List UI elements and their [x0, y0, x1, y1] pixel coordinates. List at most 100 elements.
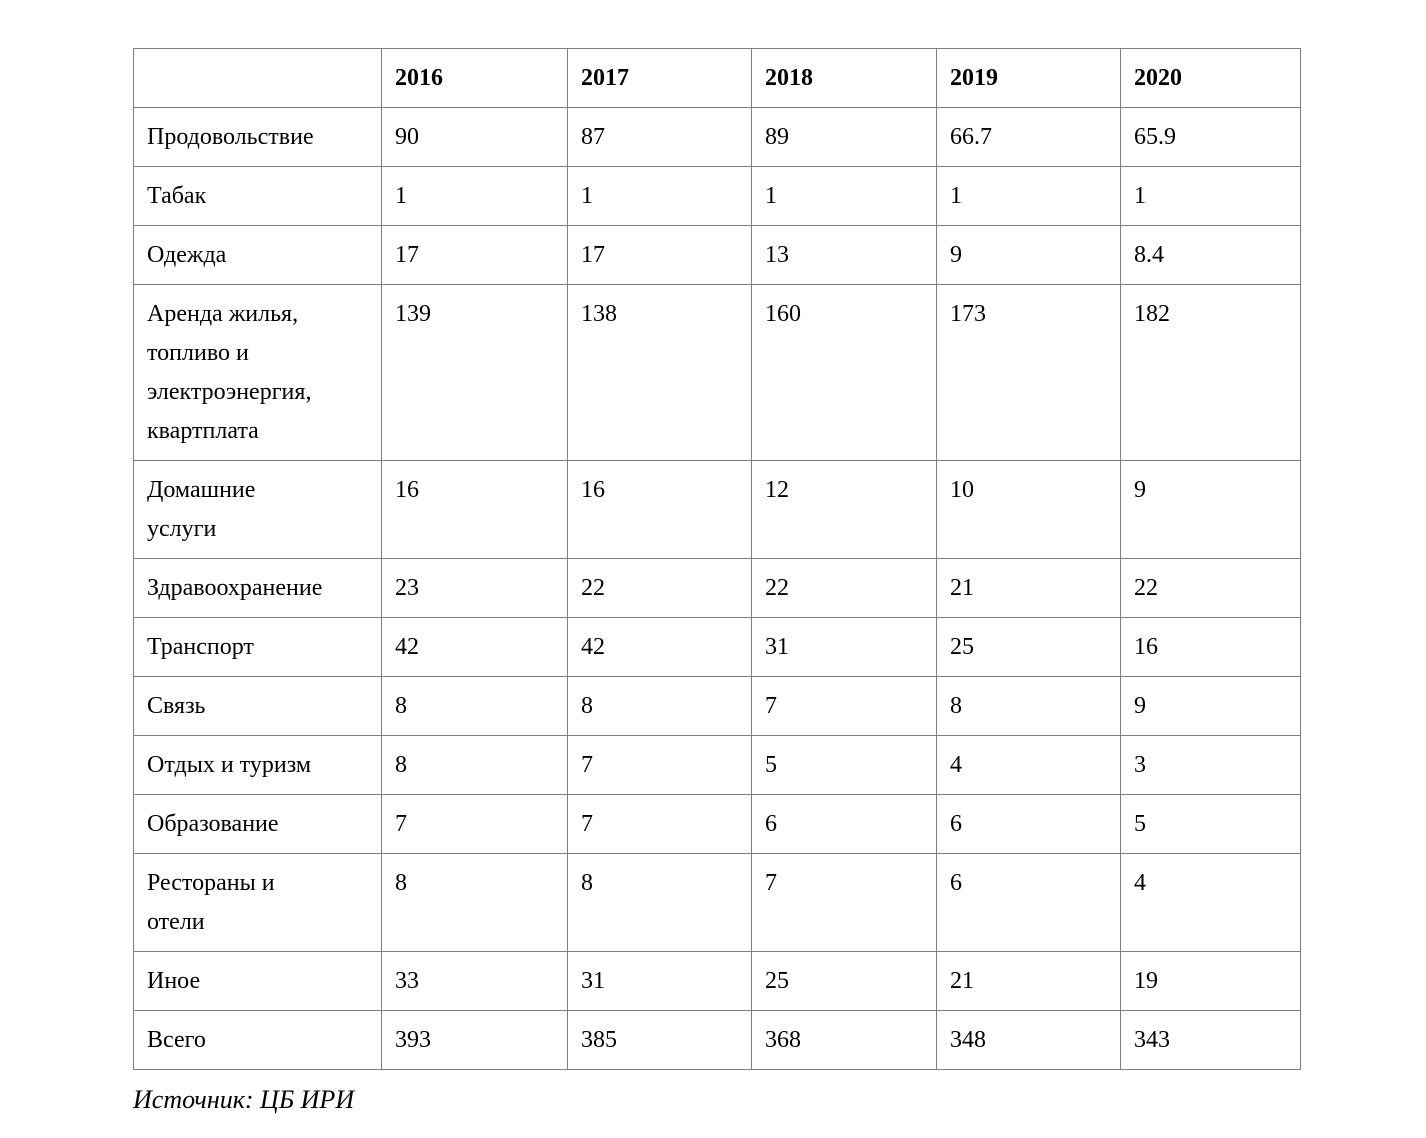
- value-cell: 66.7: [936, 107, 1121, 167]
- value-cell: 42: [381, 617, 568, 677]
- year-header-cell: 2020: [1120, 48, 1301, 108]
- value-cell: 21: [936, 951, 1121, 1011]
- value-cell: 22: [751, 558, 937, 618]
- table-row: Аренда жилья, топливо и электроэнергия, …: [133, 284, 1301, 461]
- value-cell: 5: [1120, 794, 1301, 854]
- value-cell: 90: [381, 107, 568, 167]
- value-cell: 8: [381, 853, 568, 952]
- table-row: Транспорт 42 42 31 25 16: [133, 617, 1301, 677]
- value-cell: 343: [1120, 1010, 1301, 1070]
- value-cell: 8: [936, 676, 1121, 736]
- value-cell: 393: [381, 1010, 568, 1070]
- value-cell: 6: [936, 853, 1121, 952]
- value-cell: 89: [751, 107, 937, 167]
- value-cell: 65.9: [1120, 107, 1301, 167]
- value-cell: 7: [751, 853, 937, 952]
- table-row: Домашние услуги 16 16 12 10 9: [133, 460, 1301, 559]
- value-cell: 21: [936, 558, 1121, 618]
- value-cell: 4: [936, 735, 1121, 795]
- row-label-cell: Образование: [133, 794, 382, 854]
- table-row: Связь 8 8 7 8 9: [133, 676, 1301, 736]
- row-label-cell: Иное: [133, 951, 382, 1011]
- row-label-cell: Рестораны и отели: [133, 853, 382, 952]
- value-cell: 31: [567, 951, 752, 1011]
- value-cell: 31: [751, 617, 937, 677]
- value-cell: 9: [936, 225, 1121, 285]
- value-cell: 10: [936, 460, 1121, 559]
- table-row: Всего 393 385 368 348 343: [133, 1010, 1301, 1070]
- value-cell: 22: [567, 558, 752, 618]
- value-cell: 9: [1120, 676, 1301, 736]
- value-cell: 9: [1120, 460, 1301, 559]
- value-cell: 22: [1120, 558, 1301, 618]
- value-cell: 42: [567, 617, 752, 677]
- value-cell: 1: [381, 166, 568, 226]
- row-label-cell: Связь: [133, 676, 382, 736]
- year-header-cell: 2019: [936, 48, 1121, 108]
- value-cell: 160: [751, 284, 937, 461]
- table-row: Отдых и туризм 8 7 5 4 3: [133, 735, 1301, 795]
- value-cell: 12: [751, 460, 937, 559]
- value-cell: 182: [1120, 284, 1301, 461]
- value-cell: 7: [567, 794, 752, 854]
- value-cell: 13: [751, 225, 937, 285]
- expenditure-table: 2016 2017 2018 2019 2020 Продовольствие 90 87 8…: [133, 48, 1301, 1070]
- value-cell: 7: [751, 676, 937, 736]
- value-cell: 25: [751, 951, 937, 1011]
- header-row: 2016 2017 2018 2019 2020: [133, 48, 1301, 108]
- table-row: Иное 33 31 25 21 19: [133, 951, 1301, 1011]
- value-cell: 368: [751, 1010, 937, 1070]
- table-row: Одежда 17 17 13 9 8.4: [133, 225, 1301, 285]
- value-cell: 16: [381, 460, 568, 559]
- value-cell: 17: [381, 225, 568, 285]
- value-cell: 7: [567, 735, 752, 795]
- table-row: Рестораны и отели 8 8 7 6 4: [133, 853, 1301, 952]
- value-cell: 8: [381, 735, 568, 795]
- value-cell: 19: [1120, 951, 1301, 1011]
- row-label-cell: Аренда жилья, топливо и электроэнергия, …: [133, 284, 382, 461]
- value-cell: 8: [567, 676, 752, 736]
- year-header-cell: 2016: [381, 48, 568, 108]
- value-cell: 385: [567, 1010, 752, 1070]
- value-cell: 8: [567, 853, 752, 952]
- row-label-cell: Табак: [133, 166, 382, 226]
- value-cell: 33: [381, 951, 568, 1011]
- row-label-cell: Транспорт: [133, 617, 382, 677]
- value-cell: 3: [1120, 735, 1301, 795]
- table-row: Продовольствие 90 87 89 66.7 65.9: [133, 107, 1301, 167]
- table-row: Здравоохранение 23 22 22 21 22: [133, 558, 1301, 618]
- source-note: Источник: ЦБ ИРИ: [133, 1085, 355, 1114]
- value-cell: 8: [381, 676, 568, 736]
- value-cell: 17: [567, 225, 752, 285]
- value-cell: 1: [936, 166, 1121, 226]
- table-row: Табак 1 1 1 1 1: [133, 166, 1301, 226]
- value-cell: 8.4: [1120, 225, 1301, 285]
- row-label-cell: Здравоохранение: [133, 558, 382, 618]
- year-header-cell: 2017: [567, 48, 752, 108]
- row-label-cell: Одежда: [133, 225, 382, 285]
- value-cell: 6: [936, 794, 1121, 854]
- table-row: Образование 7 7 6 6 5: [133, 794, 1301, 854]
- value-cell: 23: [381, 558, 568, 618]
- value-cell: 25: [936, 617, 1121, 677]
- row-label-cell: Продовольствие: [133, 107, 382, 167]
- row-label-cell: Отдых и туризм: [133, 735, 382, 795]
- value-cell: 16: [567, 460, 752, 559]
- value-cell: 173: [936, 284, 1121, 461]
- row-label-cell: Всего: [133, 1010, 382, 1070]
- value-cell: 4: [1120, 853, 1301, 952]
- value-cell: 138: [567, 284, 752, 461]
- value-cell: 87: [567, 107, 752, 167]
- value-cell: 1: [567, 166, 752, 226]
- value-cell: 139: [381, 284, 568, 461]
- value-cell: 6: [751, 794, 937, 854]
- year-header-cell: 2018: [751, 48, 937, 108]
- corner-header-cell: [133, 48, 382, 108]
- value-cell: 1: [1120, 166, 1301, 226]
- value-cell: 7: [381, 794, 568, 854]
- value-cell: 5: [751, 735, 937, 795]
- value-cell: 16: [1120, 617, 1301, 677]
- value-cell: 348: [936, 1010, 1121, 1070]
- value-cell: 1: [751, 166, 937, 226]
